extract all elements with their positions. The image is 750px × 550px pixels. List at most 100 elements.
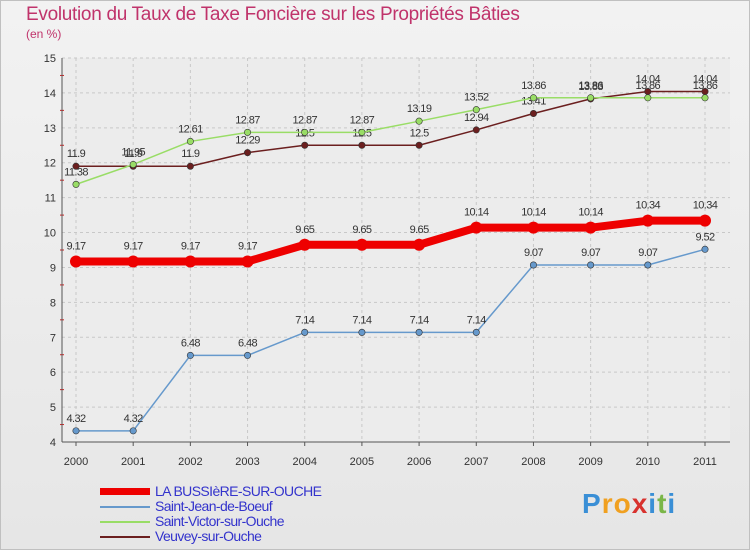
data-point-saint-jean-de-boeuf [129,427,137,435]
data-label-la-bussi-re-sur-ouche: 9.17 [181,241,200,253]
data-label-saint-jean-de-boeuf: 7.14 [410,314,429,326]
x-tick-label: 2006 [407,456,431,468]
data-point-veuvey-sur-ouche [186,162,194,170]
x-tick-label: 2008 [521,456,545,468]
data-label-la-bussi-re-sur-ouche: 10.34 [636,200,661,212]
x-tick-label: 2000 [64,456,88,468]
data-label-saint-jean-de-boeuf: 7.14 [352,314,371,326]
chart-title: Evolution du Taux de Taxe Foncière sur l… [26,4,520,25]
data-point-saint-victor-sur-ouche [186,137,194,145]
data-label-la-bussi-re-sur-ouche: 10.14 [521,207,546,219]
plot-area [62,58,730,442]
data-point-veuvey-sur-ouche [244,149,252,157]
legend-swatch-la-bussiere [100,488,150,495]
data-point-saint-victor-sur-ouche [472,106,480,114]
data-point-la-bussi-re-sur-ouche [127,255,140,268]
data-point-saint-jean-de-boeuf [301,328,309,336]
data-point-veuvey-sur-ouche [415,141,423,149]
data-label-la-bussi-re-sur-ouche: 9.65 [352,224,371,236]
y-tick-label: 15 [44,53,56,65]
data-point-la-bussi-re-sur-ouche [298,238,311,251]
logo-letter: i [648,488,658,519]
data-point-saint-jean-de-boeuf [701,245,709,253]
data-label-saint-jean-de-boeuf: 6.48 [238,337,257,349]
data-point-la-bussi-re-sur-ouche [527,221,540,234]
data-label-veuvey-sur-ouche: 14.04 [693,74,718,86]
data-label-saint-jean-de-boeuf: 9.07 [638,247,657,259]
data-label-la-bussi-re-sur-ouche: 10.14 [578,207,603,219]
data-label-saint-jean-de-boeuf: 4.32 [66,413,85,425]
data-point-saint-jean-de-boeuf [644,261,652,269]
data-point-la-bussi-re-sur-ouche [641,214,654,227]
legend-swatch-saint-jean [100,506,150,508]
data-label-la-bussi-re-sur-ouche: 9.65 [295,224,314,236]
data-point-la-bussi-re-sur-ouche [413,238,426,251]
y-tick-label: 6 [50,367,56,379]
x-tick-label: 2011 [693,456,717,468]
data-label-saint-jean-de-boeuf: 7.14 [295,314,314,326]
data-point-saint-victor-sur-ouche [129,160,137,168]
data-point-saint-victor-sur-ouche [644,94,652,102]
data-label-saint-victor-sur-ouche: 13.52 [464,92,489,104]
proxiti-logo: Proxiti [582,488,676,520]
data-point-saint-jean-de-boeuf [415,328,423,336]
data-point-la-bussi-re-sur-ouche [470,221,483,234]
series-line-saint-victor-sur-ouche [75,97,705,186]
data-point-saint-victor-sur-ouche [415,117,423,125]
data-label-veuvey-sur-ouche: 11.9 [124,148,143,160]
data-label-saint-victor-sur-ouche: 12.87 [235,114,260,126]
data-label-veuvey-sur-ouche: 11.9 [181,148,200,160]
y-tick-label: 11 [45,193,56,205]
data-label-la-bussi-re-sur-ouche: 9.17 [66,241,85,253]
data-label-saint-victor-sur-ouche: 12.61 [178,123,203,135]
data-point-la-bussi-re-sur-ouche [241,255,254,268]
data-label-la-bussi-re-sur-ouche: 9.17 [238,241,257,253]
data-label-saint-jean-de-boeuf: 7.14 [467,314,486,326]
x-tick-label: 2009 [578,456,602,468]
data-point-saint-victor-sur-ouche [358,128,366,136]
x-tick-label: 2002 [178,456,202,468]
logo-letter: x [631,488,649,519]
data-label-veuvey-sur-ouche: 14.04 [636,74,661,86]
data-point-saint-jean-de-boeuf [587,261,595,269]
x-tick-label: 2001 [121,456,145,468]
data-point-veuvey-sur-ouche [301,141,309,149]
data-point-saint-victor-sur-ouche [72,180,80,188]
data-label-saint-victor-sur-ouche: 12.87 [350,114,375,126]
logo-letter: r [601,488,614,519]
x-tick-label: 2003 [235,456,259,468]
data-point-la-bussi-re-sur-ouche [70,255,82,268]
data-label-la-bussi-re-sur-ouche: 10.34 [693,200,718,212]
data-label-saint-victor-sur-ouche: 11.38 [64,166,88,178]
legend-swatch-veuvey [100,536,150,538]
data-point-saint-jean-de-boeuf [529,261,537,269]
data-label-saint-jean-de-boeuf: 9.07 [524,247,543,259]
data-label-saint-jean-de-boeuf: 4.32 [124,413,143,425]
x-tick-label: 2010 [636,456,660,468]
data-point-veuvey-sur-ouche [472,126,480,134]
data-point-la-bussi-re-sur-ouche [699,214,711,227]
data-label-saint-jean-de-boeuf: 6.48 [181,337,200,349]
data-label-veuvey-sur-ouche: 12.5 [410,127,429,139]
data-point-saint-jean-de-boeuf [244,351,252,359]
data-point-la-bussi-re-sur-ouche [584,221,597,234]
data-label-veuvey-sur-ouche: 13.83 [578,81,603,93]
data-label-saint-victor-sur-ouche: 13.86 [693,80,718,92]
data-label-saint-victor-sur-ouche: 13.86 [636,80,661,92]
series-line-saint-jean-de-boeuf [76,248,706,432]
data-label-veuvey-sur-ouche: 12.94 [464,112,489,124]
data-point-veuvey-sur-ouche [72,162,80,170]
data-point-veuvey-sur-ouche [529,110,537,118]
data-label-saint-victor-sur-ouche: 13.86 [578,80,603,92]
legend-label-veuvey: Veuvey-sur-Ouche [155,528,262,544]
legend-swatch-saint-victor [100,521,150,523]
y-tick-label: 14 [44,88,56,100]
data-point-saint-victor-sur-ouche [701,94,709,102]
y-tick-label: 5 [50,402,56,414]
y-tick-label: 7 [50,332,56,344]
series-line-la-bussi-re-sur-ouche [76,216,705,266]
legend-label-la-bussiere: LA BUSSIèRE-SUR-OUCHE [155,483,322,499]
data-point-saint-jean-de-boeuf [186,351,194,359]
data-point-saint-jean-de-boeuf [72,427,80,435]
data-label-saint-jean-de-boeuf: 9.52 [695,231,714,243]
